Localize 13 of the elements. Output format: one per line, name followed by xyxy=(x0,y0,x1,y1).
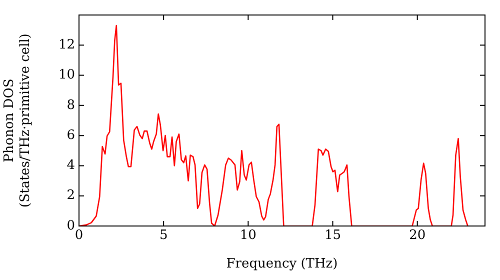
y-tick-label: 4 xyxy=(66,158,75,174)
y-tick-label: 10 xyxy=(58,68,75,83)
y-tick-label: 6 xyxy=(66,128,75,143)
y-tick-label: 8 xyxy=(66,98,75,113)
x-tick-label: 5 xyxy=(159,228,168,244)
y-tick-label: 12 xyxy=(58,38,75,53)
y-tick-label: 2 xyxy=(66,188,75,204)
y-axis-title: Phonon DOS (States/THz·primitive cell) xyxy=(2,33,33,208)
y-tick-label: 0 xyxy=(66,218,75,234)
x-tick-label: 20 xyxy=(409,228,426,244)
x-tick-label: 10 xyxy=(240,228,256,244)
x-tick-label: 15 xyxy=(324,228,342,244)
x-axis-title: Frequency (THz) xyxy=(226,256,338,272)
